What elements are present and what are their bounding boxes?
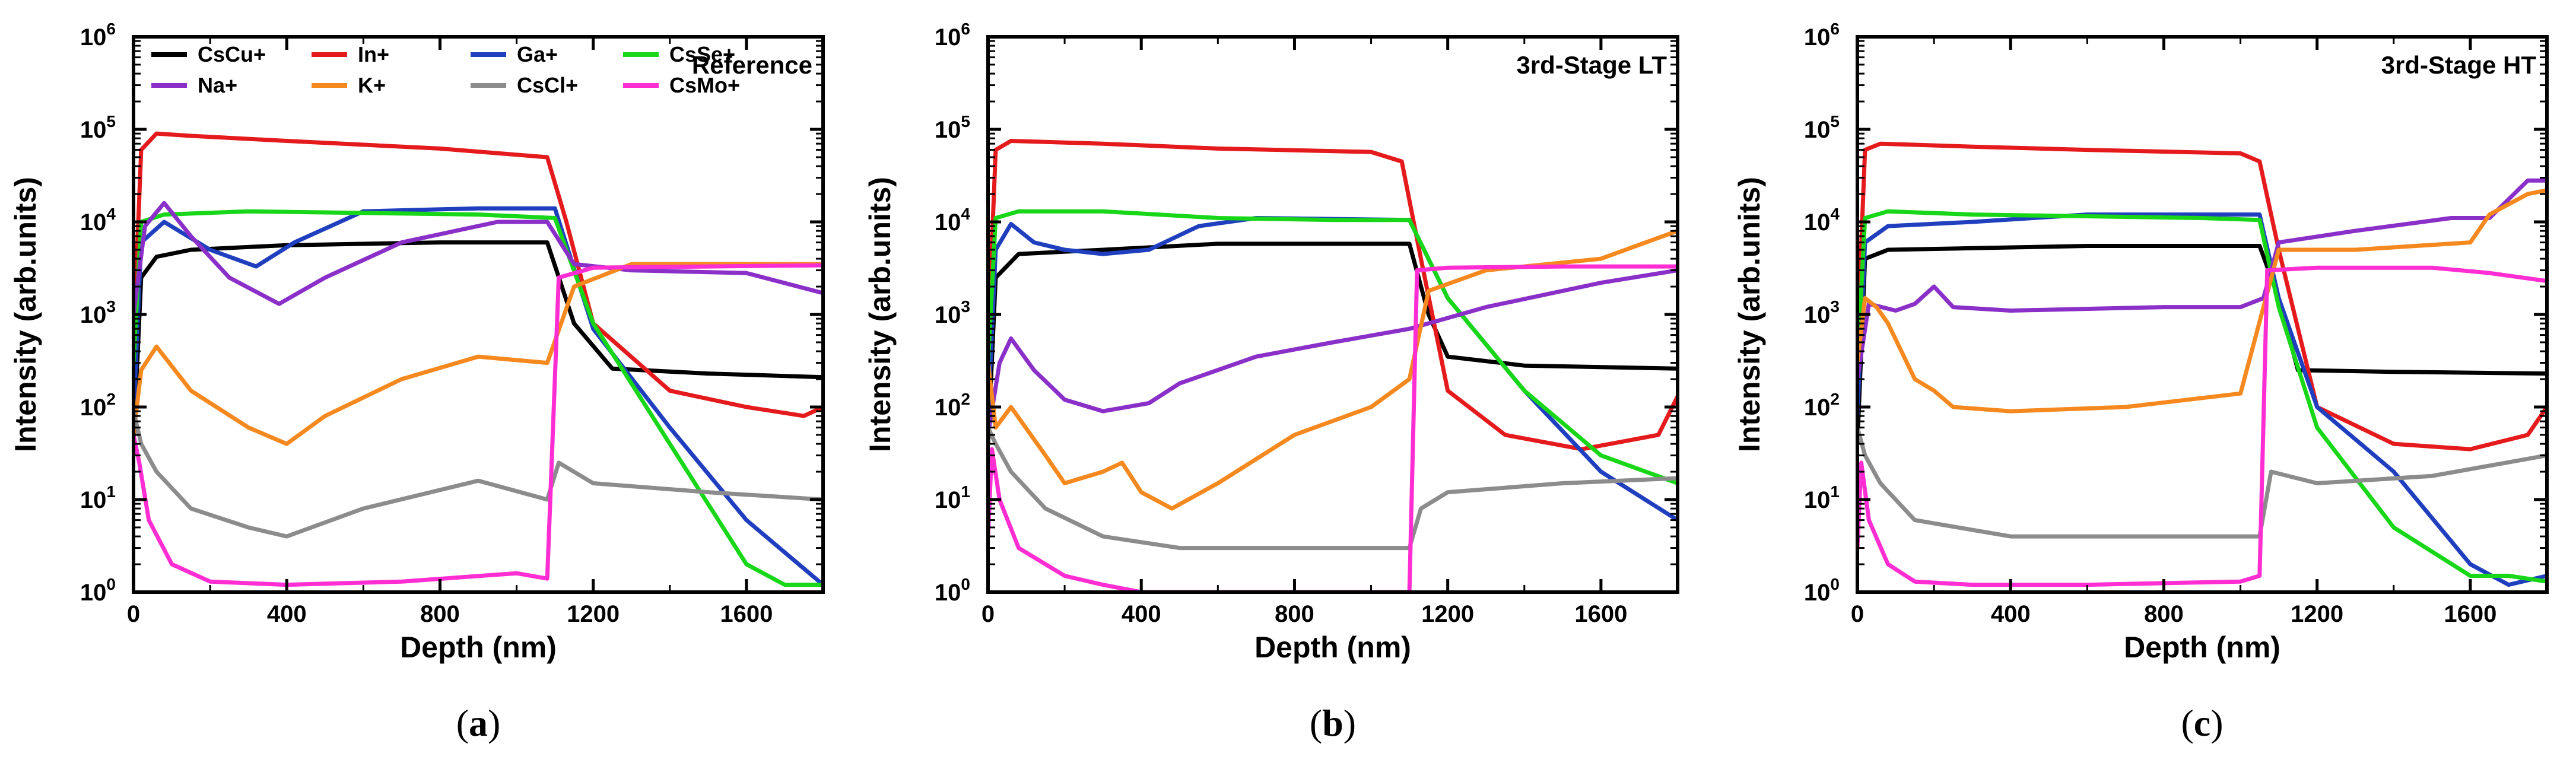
- panel-annotation: 3rd-Stage HT: [2381, 51, 2537, 79]
- panel-annotation: 3rd-Stage LT: [1516, 51, 1667, 79]
- series-line-in-plus: [134, 131, 823, 418]
- legend-label: Ga+: [517, 42, 558, 66]
- y-tick-label: 102: [935, 390, 970, 421]
- x-tick-label: 800: [1275, 601, 1314, 627]
- series-line-k-plus: [134, 262, 823, 446]
- y-tick-label: 105: [935, 112, 970, 143]
- x-tick-label: 400: [1991, 601, 2031, 627]
- series-line-csmo-plus: [134, 263, 823, 587]
- x-tick-label: 1600: [720, 601, 773, 627]
- series-line-csse-plus: [988, 209, 1678, 485]
- plot-frame: [986, 35, 1679, 594]
- series-line-cscl-plus: [988, 425, 1678, 551]
- x-tick-label: 1200: [1421, 601, 1474, 627]
- legend-label: CsSe+: [669, 42, 735, 66]
- y-tick-label: 100: [1804, 575, 1840, 606]
- y-tick-label: 100: [935, 575, 970, 606]
- y-tick-label: 104: [935, 205, 971, 236]
- y-tick-label: 105: [80, 112, 116, 143]
- plot-frame: [1856, 35, 2549, 594]
- legend-label: CsMo+: [669, 73, 740, 97]
- series-group: [134, 131, 823, 587]
- y-tick-label: 106: [80, 20, 116, 50]
- series-line-csse-plus: [134, 209, 823, 587]
- legend-label: Na+: [198, 73, 237, 97]
- y-tick-label: 106: [1804, 20, 1840, 50]
- x-tick-label: 0: [127, 601, 140, 627]
- legend-label: K+: [358, 73, 386, 97]
- x-tick-label: 0: [982, 601, 995, 627]
- x-tick-label: 1600: [1574, 601, 1627, 627]
- y-tick-label: 100: [80, 575, 116, 606]
- y-tick-label: 103: [935, 297, 970, 328]
- legend-label: CsCl+: [517, 73, 578, 97]
- y-tick-label: 103: [1804, 297, 1840, 328]
- x-axis-title: Depth (nm): [1254, 631, 1411, 664]
- series-group: [1857, 141, 2547, 587]
- x-tick-label: 1600: [2444, 601, 2496, 627]
- series-group: [988, 139, 1678, 592]
- panel-caption: (a): [456, 702, 501, 744]
- series-line-cscu-plus: [1857, 244, 2547, 446]
- legend-label: In+: [358, 42, 389, 66]
- x-axis-title: Depth (nm): [2124, 631, 2280, 664]
- y-axis-title: Intensity (arb.units): [863, 177, 897, 452]
- x-tick-label: 0: [1851, 601, 1864, 627]
- series-line-na-plus: [988, 268, 1678, 437]
- series-line-in-plus: [988, 139, 1678, 452]
- y-tick-label: 101: [1804, 482, 1840, 513]
- series-line-k-plus: [988, 228, 1678, 511]
- panel-caption: (b): [1310, 702, 1356, 744]
- y-tick-label: 101: [935, 482, 970, 513]
- y-axis-title: Intensity (arb.units): [1733, 177, 1766, 452]
- series-line-cscu-plus: [988, 241, 1678, 446]
- y-tick-label: 105: [1804, 112, 1840, 143]
- x-tick-label: 400: [267, 601, 307, 627]
- series-line-cscl-plus: [1857, 425, 2547, 539]
- x-tick-label: 800: [420, 601, 460, 627]
- series-line-na-plus: [1857, 178, 2547, 382]
- y-tick-label: 102: [80, 390, 116, 421]
- x-tick-label: 1200: [567, 601, 620, 627]
- x-tick-label: 800: [2144, 601, 2184, 627]
- y-tick-label: 104: [1804, 205, 1840, 236]
- panel-a: 100 101 102 103 104 105 106 0 400 800 1200 1600 Dept…: [9, 20, 825, 744]
- series-line-ga-plus: [1857, 212, 2547, 587]
- y-tick-label: 101: [80, 482, 116, 513]
- x-axis-title: Depth (nm): [400, 631, 557, 664]
- y-tick-label: 102: [1804, 390, 1840, 421]
- plot-frame: [132, 35, 825, 594]
- x-tick-label: 1200: [2291, 601, 2343, 627]
- y-axis-title: Intensity (arb.units): [9, 177, 42, 452]
- panel-annotation: Reference: [692, 51, 812, 79]
- y-tick-label: 103: [80, 297, 116, 328]
- x-tick-label: 400: [1122, 601, 1161, 627]
- series-line-csse-plus: [1857, 209, 2547, 584]
- y-tick-label: 106: [935, 20, 970, 50]
- series-line-k-plus: [1857, 188, 2547, 414]
- series-line-cscl-plus: [134, 409, 823, 539]
- series-line-csmo-plus: [988, 264, 1678, 592]
- legend-label: CsCu+: [198, 42, 266, 66]
- panel-b: 100 101 102 103 104 105 106 0 400 800 1200 1600 Dept…: [863, 20, 1679, 744]
- series-line-in-plus: [1857, 141, 2547, 452]
- y-tick-label: 104: [80, 205, 116, 236]
- legend: CsCu+ In+ Ga+ CsSe+ Na+ K+ CsCl+ CsMo+: [151, 42, 740, 97]
- panel-caption: (c): [2181, 702, 2223, 744]
- panel-c: 100 101 102 103 104 105 106 0 400 800 1200 1600 Dept…: [1733, 20, 2549, 744]
